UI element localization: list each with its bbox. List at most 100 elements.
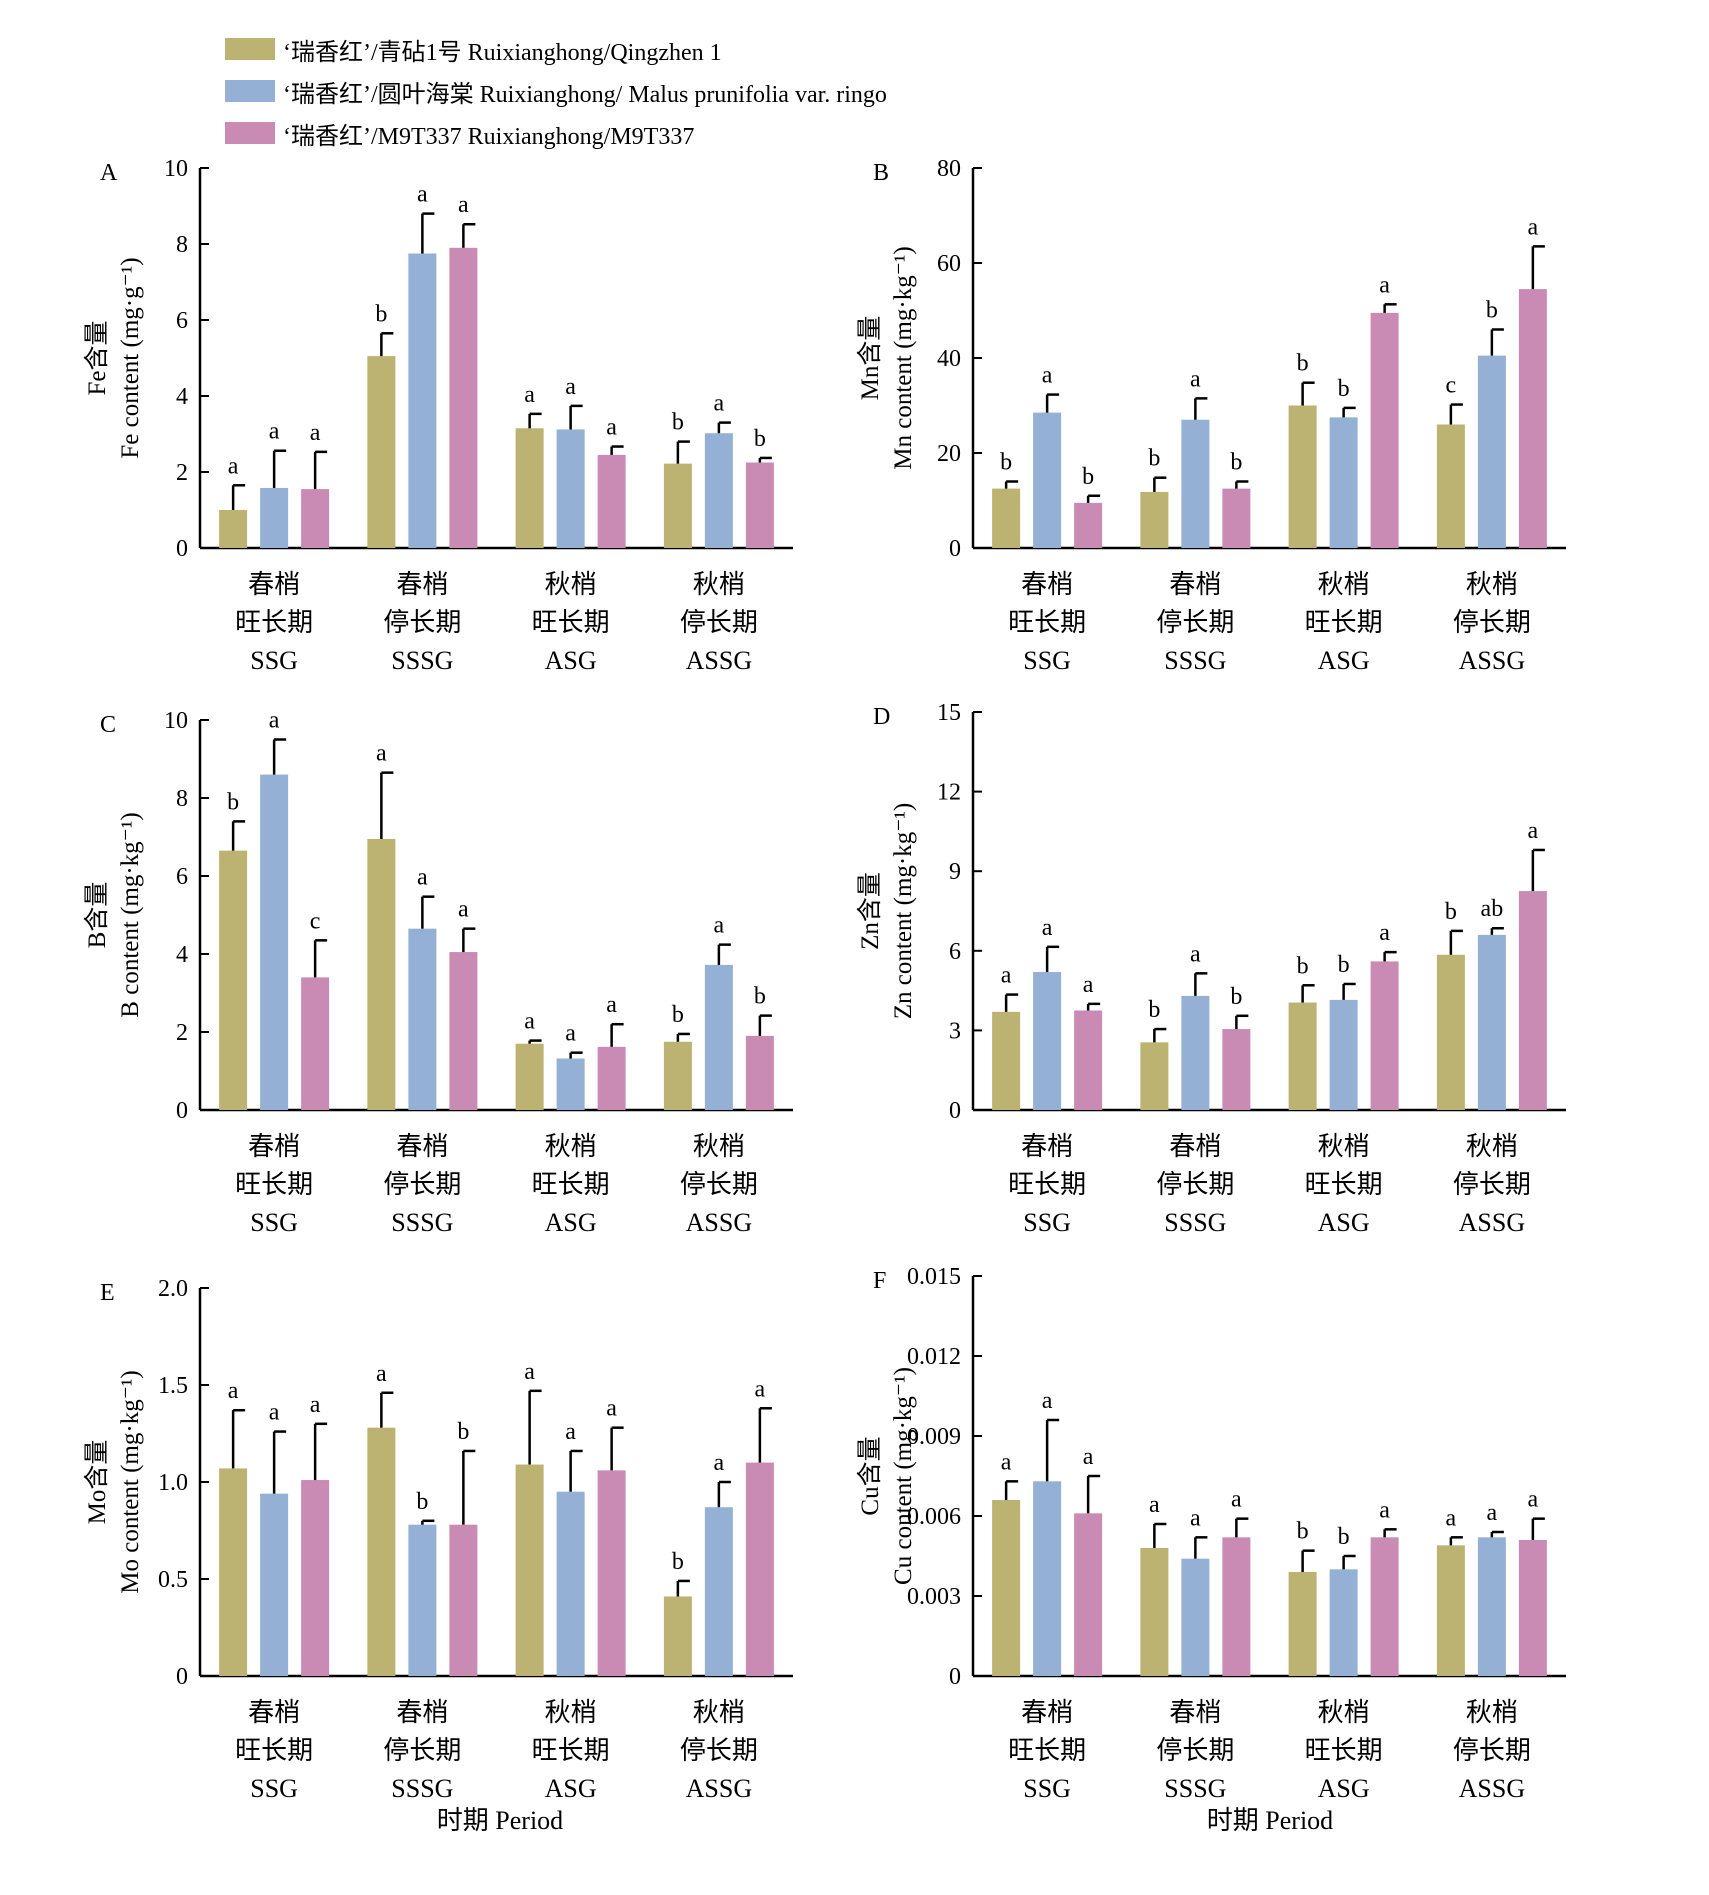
y-tick-label-f: 0.003 [907,1584,961,1610]
x-tick-label-c: 停长期 [383,1170,461,1199]
legend-item-malus-prunifolia: ‘瑞香红’/圆叶海棠 Ruixianghong/ Malus prunifoli… [225,70,887,112]
significance-letter-d: b [1148,997,1160,1023]
x-tick-label-a: 旺长期 [235,608,313,637]
significance-letter-b: a [1528,214,1539,240]
bar-e-sssg-s2 [408,1524,437,1676]
legend-label-m9t337: ‘瑞香红’/M9T337 Ruixianghong/M9T337 [283,123,695,150]
x-tick-label-b: 秋梢 [1318,570,1370,599]
x-tick-label-b: 停长期 [1156,608,1234,637]
y-tick-label-b: 60 [937,251,961,277]
x-tick-label-e: 停长期 [383,1736,461,1765]
bar-a-sssg-s2 [408,253,437,548]
significance-letter-c: b [227,789,239,815]
x-tick-label-c: 停长期 [680,1170,758,1199]
bar-f-sssg-s2 [1181,1558,1210,1676]
y-axis-label-en-c: B content (mg·kg⁻¹) [117,812,144,1017]
x-tick-label-c: 秋梢 [545,1132,597,1161]
x-tick-label-e: 春梢 [248,1698,300,1727]
y-tick-label-b: 80 [937,156,961,182]
y-tick-label-b: 20 [937,441,961,467]
significance-letter-e: a [310,1392,321,1418]
x-axis-title-left: 时期 Period [436,1806,564,1835]
significance-letter-b: b [1148,446,1160,472]
legend: ‘瑞香红’/青砧1号 Ruixianghong/Qingzhen 1 ‘瑞香红’… [225,28,887,154]
significance-letter-f: a [1528,1487,1539,1513]
bar-f-assg-s1 [1436,1545,1465,1676]
significance-letter-f: a [1379,1497,1390,1523]
legend-swatch-qingzhen1 [225,38,275,60]
significance-letter-d: a [1528,818,1539,844]
bar-a-asg-s2 [556,429,585,548]
significance-letter-e: b [457,1419,469,1445]
bar-b-asg-s1 [1288,405,1317,548]
y-tick-label-e: 1.5 [158,1373,188,1399]
significance-letter-f: a [1042,1388,1053,1414]
bar-a-asg-s3 [597,454,626,548]
bar-b-assg-s1 [1436,424,1465,548]
panel-label-a: A [100,160,118,186]
bar-d-asg-s1 [1288,1002,1317,1110]
significance-letter-d: a [1190,941,1201,967]
y-tick-label-d: 9 [949,859,961,885]
x-tick-label-d: 停长期 [1453,1170,1531,1199]
bar-e-asg-s3 [597,1470,626,1676]
significance-letter-b: a [1379,272,1390,298]
bar-f-assg-s3 [1518,1540,1547,1676]
y-axis-label-cn-e: Mo含量 [83,1440,111,1525]
y-tick-label-c: 6 [176,864,188,890]
y-tick-label-d: 15 [937,700,961,726]
legend-label-malus-prunifolia: ‘瑞香红’/圆叶海棠 Ruixianghong/ Malus prunifoli… [283,81,887,108]
significance-letter-a: a [310,420,321,446]
significance-letter-f: b [1338,1524,1350,1550]
significance-letter-c: a [269,708,280,734]
bar-d-ssg-s1 [992,1011,1021,1110]
significance-letter-b: b [1297,351,1309,377]
x-tick-label-e: ASSG [686,1774,752,1803]
bar-f-sssg-s1 [1140,1548,1169,1676]
y-tick-label-c: 10 [164,708,188,734]
y-axis-label-cn-b: Mn含量 [856,316,884,401]
bar-e-ssg-s2 [260,1493,289,1676]
bar-a-assg-s2 [704,433,733,548]
y-tick-label-d: 12 [937,780,961,806]
legend-label-qingzhen1: ‘瑞香红’/青砧1号 Ruixianghong/Qingzhen 1 [283,39,722,66]
bar-b-asg-s2 [1329,417,1358,548]
significance-letter-c: a [714,913,725,939]
significance-letter-e: a [376,1361,387,1387]
x-tick-label-f: ASSG [1459,1774,1525,1803]
x-tick-label-f: 旺长期 [1008,1736,1086,1765]
y-tick-label-a: 2 [176,460,188,486]
y-axis-label-en-e: Mo content (mg·kg⁻¹) [117,1370,144,1593]
bar-f-ssg-s1 [992,1500,1021,1676]
significance-letter-e: a [524,1359,535,1385]
bar-b-assg-s3 [1518,289,1547,548]
y-tick-label-b: 40 [937,346,961,372]
bar-d-sssg-s1 [1140,1042,1169,1110]
significance-letter-f: a [1231,1487,1242,1513]
x-tick-label-b: 旺长期 [1008,608,1086,637]
panel-label-b: B [873,160,889,186]
x-tick-label-c: ASSG [686,1208,752,1237]
x-tick-label-a: 秋梢 [693,570,745,599]
bar-e-assg-s3 [745,1462,774,1676]
x-tick-label-b: SSG [1023,646,1071,675]
x-tick-label-c: 旺长期 [532,1170,610,1199]
significance-letter-d: a [1379,920,1390,946]
y-tick-label-a: 10 [164,156,188,182]
x-tick-label-c: SSG [250,1208,298,1237]
x-tick-label-f: 春梢 [1169,1698,1221,1727]
x-tick-label-f: ASG [1318,1774,1370,1803]
x-tick-label-b: 春梢 [1169,570,1221,599]
panel-label-f: F [873,1268,886,1294]
x-tick-label-f: 停长期 [1453,1736,1531,1765]
significance-letter-c: a [417,865,428,891]
significance-letter-f: a [1190,1505,1201,1531]
x-tick-label-a: 春梢 [248,570,300,599]
significance-letter-e: a [714,1450,725,1476]
bar-d-sssg-s2 [1181,995,1210,1110]
x-tick-label-c: ASG [545,1208,597,1237]
x-tick-label-b: 停长期 [1453,608,1531,637]
bar-e-asg-s1 [515,1464,544,1676]
y-tick-label-d: 3 [949,1018,961,1044]
